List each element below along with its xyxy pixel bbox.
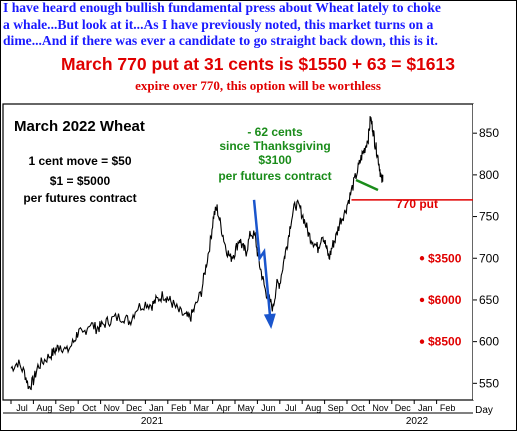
target-dot xyxy=(419,339,425,344)
x-unit-label: Day xyxy=(475,405,493,416)
y-tick-label: 550 xyxy=(479,376,499,390)
annotation-line-2: since Thanksgiving xyxy=(219,139,330,153)
decline-marker xyxy=(355,178,379,192)
y-tick-label: 750 xyxy=(479,210,499,224)
x-tick-label: Jan xyxy=(149,403,164,413)
y-tick-label: 800 xyxy=(479,168,499,182)
x-tick-label: Oct xyxy=(82,403,97,413)
headline-line-3: dime...And if there was ever a candidate… xyxy=(3,33,438,48)
target-dot-layer: $3500 $6000 $8500 xyxy=(419,251,462,349)
x-tick-label: Jul xyxy=(16,403,28,413)
target-label: $6000 xyxy=(428,293,462,307)
annotation-line-1: - 62 cents xyxy=(247,125,303,139)
y-tick-label: 850 xyxy=(479,126,499,140)
x-tick-label: Oct xyxy=(351,403,366,413)
y-tick-label: 600 xyxy=(479,335,499,349)
x-tick-label: Nov xyxy=(104,403,121,413)
note-line-3: per futures contract xyxy=(23,191,136,205)
headline-line-2: a whale...But look at it...As I have pre… xyxy=(3,16,434,32)
projection-arrowhead xyxy=(263,313,276,329)
chart-title: March 2022 Wheat xyxy=(14,118,145,135)
x-tick-label: May xyxy=(237,403,255,413)
x-tick-layer: Jul Aug Sep Oct Nov Dec Jan Feb Mar Apr May Jun Jul A… xyxy=(10,400,456,413)
target-dot xyxy=(419,256,425,261)
x-tick-label: Apr xyxy=(217,403,231,413)
x-tick-label: Sep xyxy=(59,403,75,413)
x-tick-label: Dec xyxy=(395,403,412,413)
note-line-2: $1 = $5000 xyxy=(50,174,111,188)
projection-arrow-line xyxy=(252,199,273,326)
x-tick-label: Jun xyxy=(261,403,276,413)
x-tick-label: Feb xyxy=(440,403,456,413)
x-tick-label: Feb xyxy=(171,403,187,413)
x-tick-label: Nov xyxy=(372,403,389,413)
price-series-line xyxy=(10,116,384,391)
target-label: $3500 xyxy=(428,251,462,265)
x-tick-label: Aug xyxy=(36,403,52,413)
x-tick-label: Dec xyxy=(126,403,143,413)
put-label: 770 put xyxy=(396,197,438,211)
headline: I have heard enough bullish fundamental … xyxy=(3,0,513,94)
x-tick-label: Sep xyxy=(328,403,344,413)
target-dot xyxy=(419,297,425,303)
annotation-line-4: per futures contract xyxy=(218,169,331,183)
x-tick-label: Jul xyxy=(285,403,297,413)
y-tick-layer: 550 600 650 700 750 800 850 xyxy=(473,126,499,390)
trade-line: March 770 put at 31 cents is $1550 + 63 … xyxy=(61,53,455,74)
year-label-2021: 2021 xyxy=(141,416,164,427)
x-tick-label: Aug xyxy=(305,403,321,413)
annotation-line-3: $3100 xyxy=(258,153,292,167)
expire-line: expire over 770, this option will be wor… xyxy=(135,77,381,93)
y-tick-label: 650 xyxy=(479,293,499,307)
year-label-2022: 2022 xyxy=(406,416,429,427)
y-axis-area xyxy=(473,104,513,400)
note-line-1: 1 cent move = $50 xyxy=(28,154,131,168)
x-tick-label: Jan xyxy=(418,403,433,413)
headline-line-1: I have heard enough bullish fundamental … xyxy=(3,0,441,15)
x-tick-label: Mar xyxy=(193,403,209,413)
target-label: $8500 xyxy=(428,335,462,349)
y-tick-label: 700 xyxy=(479,251,499,265)
